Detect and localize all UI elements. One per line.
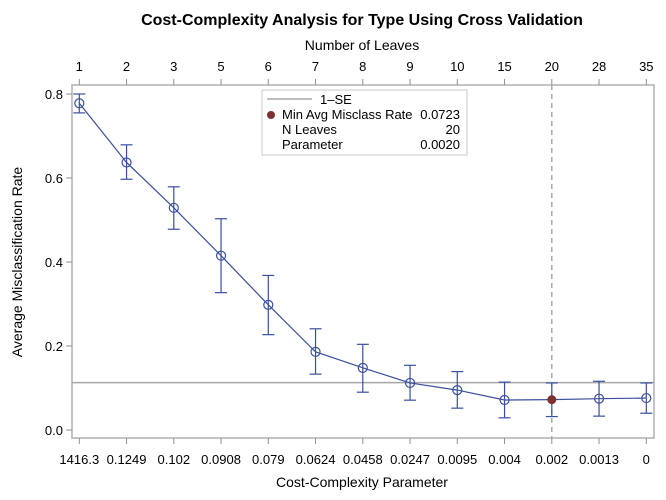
legend-leaves-label: N Leaves <box>282 122 337 137</box>
data-point <box>641 392 652 404</box>
error-bar <box>451 371 464 409</box>
legend-1se-label: 1–SE <box>320 92 352 107</box>
top-axis-label: Number of Leaves <box>305 37 419 53</box>
data-point <box>263 299 274 310</box>
selected-point <box>547 395 557 405</box>
legend-min-value: 0.0723 <box>420 107 460 122</box>
x-tick-label: 1416.3 <box>59 452 99 467</box>
top-tick-label: 3 <box>170 59 177 74</box>
error-bar <box>593 380 606 417</box>
top-tick-label: 15 <box>497 59 511 74</box>
top-tick-label: 20 <box>545 59 559 74</box>
y-axis-label: Average Misclassification Rate <box>9 167 25 358</box>
legend-min-marker <box>267 111 275 119</box>
x-tick-label: 0.0458 <box>343 452 383 467</box>
legend-min-label: Min Avg Misclass Rate <box>282 107 413 122</box>
legend-param-label: Parameter <box>282 137 343 152</box>
error-bar <box>404 364 417 401</box>
top-tick-label: 2 <box>123 59 130 74</box>
y-tick-label: 0.4 <box>45 255 63 270</box>
top-tick-label: 10 <box>450 59 464 74</box>
legend-leaves-value: 20 <box>446 122 460 137</box>
data-point <box>310 346 321 357</box>
legend-param-value: 0.0020 <box>420 137 460 152</box>
data-point <box>499 394 510 406</box>
y-tick-label: 0.6 <box>45 171 63 186</box>
x-tick-label: 0.0624 <box>296 452 336 467</box>
top-tick-label: 9 <box>406 59 413 74</box>
x-tick-label: 0 <box>643 452 650 467</box>
x-tick-label: 0.0908 <box>201 452 241 467</box>
top-tick-label: 5 <box>217 59 224 74</box>
x-tick-label: 0.1249 <box>107 452 147 467</box>
data-point <box>452 385 463 396</box>
y-tick-label: 0.0 <box>45 423 63 438</box>
error-bar <box>498 381 511 419</box>
y-tick-label: 0.8 <box>45 87 63 102</box>
top-tick-label: 35 <box>639 59 653 74</box>
x-tick-label: 0.079 <box>252 452 285 467</box>
data-point <box>215 250 227 261</box>
x-tick-label: 0.102 <box>158 452 191 467</box>
top-tick-label: 8 <box>359 59 366 74</box>
x-tick-label: 0.0247 <box>390 452 430 467</box>
error-bar <box>262 274 275 336</box>
data-point <box>404 377 416 389</box>
legend: 1–SE Min Avg Misclass Rate 0.0723 N Leav… <box>261 89 468 156</box>
error-bar <box>309 328 322 375</box>
x-tick-label: 0.0095 <box>437 452 477 467</box>
data-point <box>121 157 132 168</box>
y-tick-label: 0.2 <box>45 339 63 354</box>
x-tick-label: 0.002 <box>536 452 569 467</box>
x-axis-label: Cost-Complexity Parameter <box>276 474 448 490</box>
error-bar <box>120 144 133 180</box>
error-bar <box>640 382 653 414</box>
top-tick-label: 6 <box>265 59 272 74</box>
data-point <box>168 202 179 213</box>
error-bar <box>356 343 369 393</box>
x-tick-label: 0.004 <box>488 452 521 467</box>
data-point <box>593 393 605 404</box>
chart-title: Cost-Complexity Analysis for Type Using … <box>141 12 583 29</box>
data-point <box>74 98 85 109</box>
top-tick-label: 1 <box>76 59 83 74</box>
top-tick-label: 28 <box>592 59 606 74</box>
x-tick-label: 0.0013 <box>579 452 619 467</box>
error-bar <box>73 93 86 114</box>
data-point <box>357 362 368 373</box>
top-tick-label: 7 <box>312 59 319 74</box>
error-bar <box>167 186 180 230</box>
error-bar <box>215 218 228 294</box>
